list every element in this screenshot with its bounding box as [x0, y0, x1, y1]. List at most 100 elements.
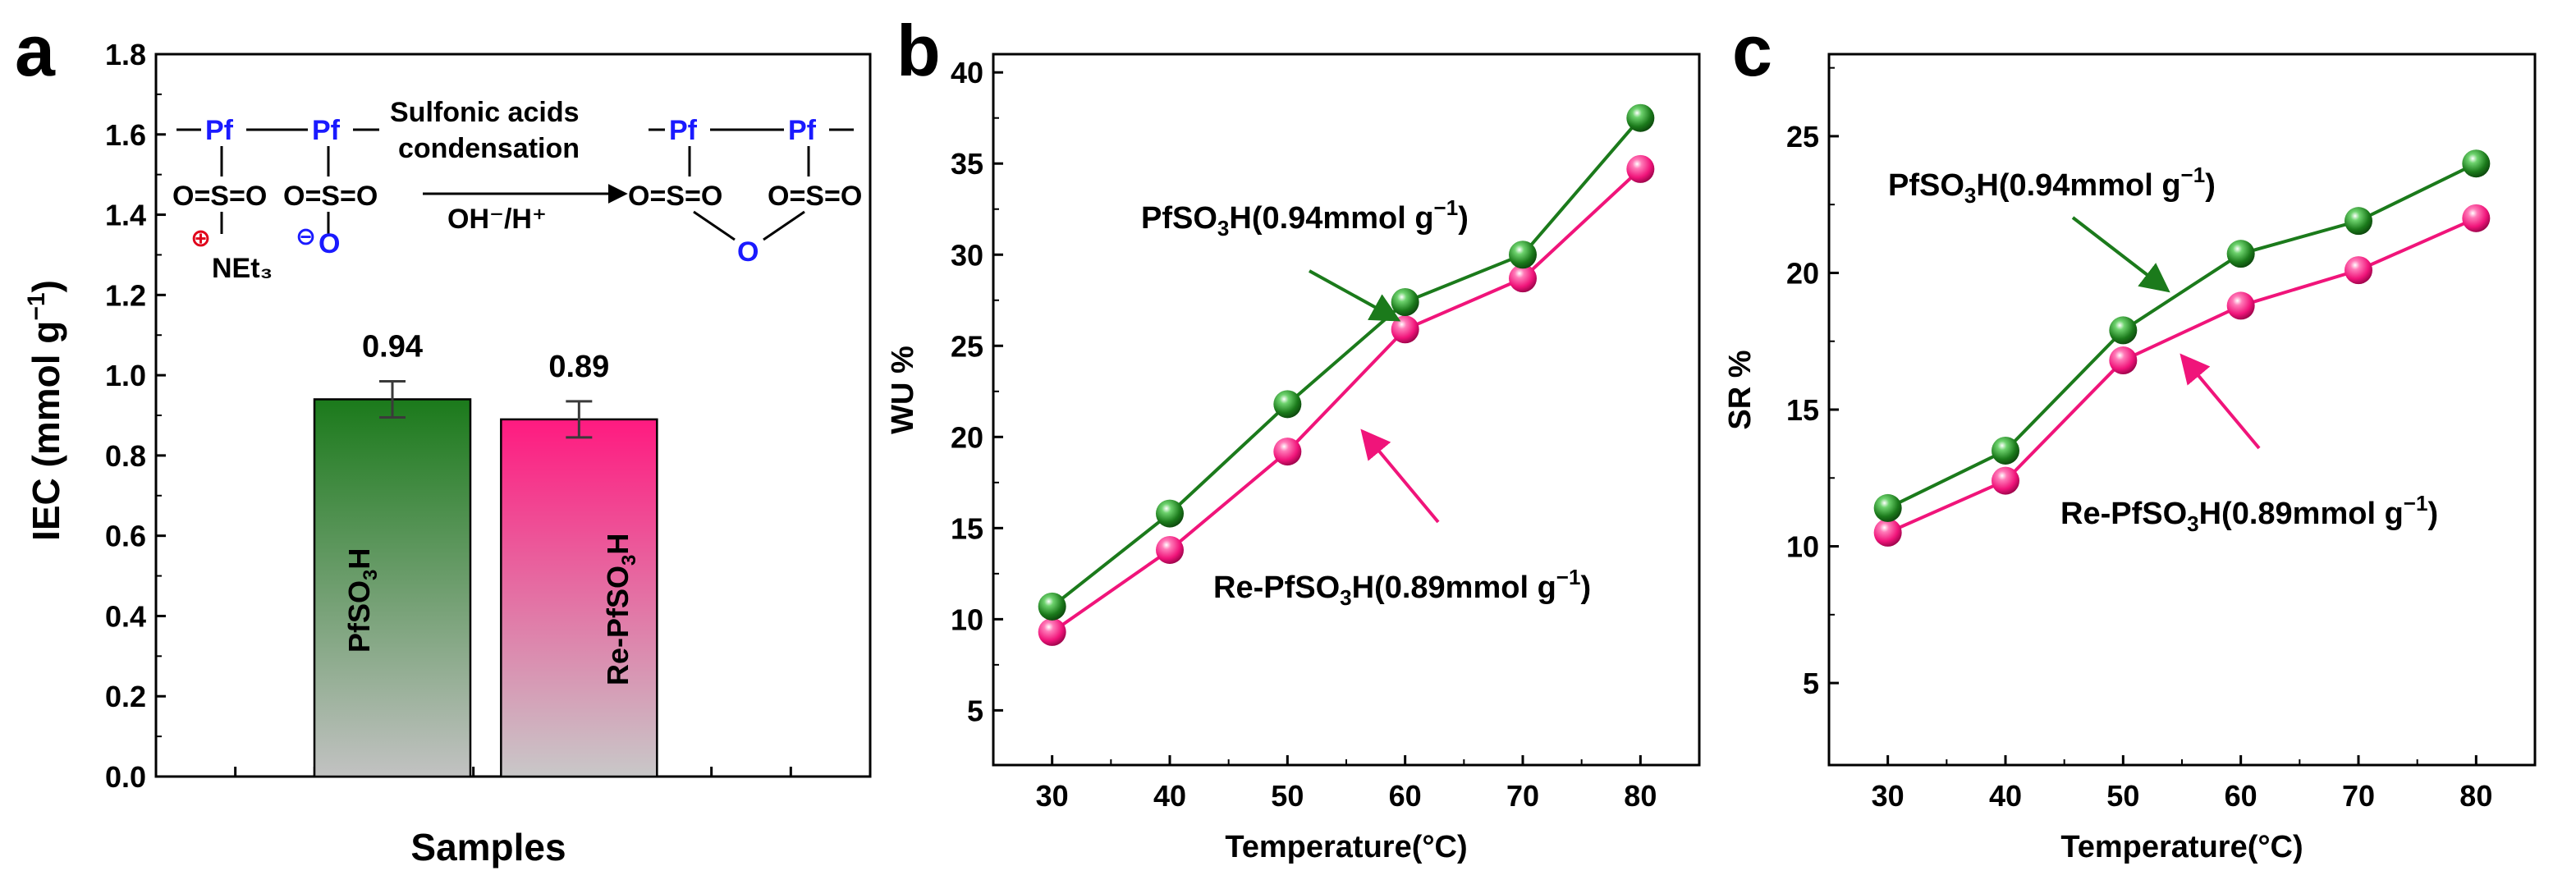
error-bar-re-pfso3h [566, 400, 593, 439]
a-y-tick-label: 1.8 [105, 38, 146, 71]
c-point-pfso3h [2226, 240, 2255, 268]
data-label-re-pfso3h: 0.89 [548, 350, 609, 384]
c-point-pfso3h [2462, 149, 2491, 178]
c-line-re-pfso3h [1886, 217, 2477, 534]
b-y-tick-label: 35 [951, 147, 983, 181]
b-y-tick-label: 30 [951, 238, 983, 272]
c-point-pfso3h [2109, 316, 2138, 345]
panel-c-y-ticks: 5 10 15 20 25 [1786, 66, 1839, 700]
data-label-pfso3h: 0.94 [362, 329, 423, 364]
panel-c-x-ticks: 30 40 50 60 70 80 [1828, 755, 2492, 813]
scheme-pf-2: Pf [312, 115, 341, 146]
c-point-pfso3h [1873, 493, 1902, 522]
error-bar-pfso3h [379, 379, 406, 419]
c-point-pfso3h [1992, 436, 2019, 465]
b-y-tick-label: 10 [951, 603, 983, 636]
b-x-tick-label: 80 [1624, 779, 1657, 813]
c-x-tick-label: 80 [2459, 779, 2492, 813]
b-y-tick-label: 40 [951, 56, 983, 89]
b-y-tick-label: 25 [951, 329, 983, 363]
scheme-pf-4: Pf [788, 115, 817, 146]
panel-b-y-ticks: 5 10 15 20 25 30 35 40 [951, 56, 1003, 727]
b-y-tick-label: 15 [951, 511, 983, 545]
panel-c-axes-frame [1827, 53, 2537, 767]
b-y-tick-label: 5 [967, 694, 983, 727]
panel-c-xlabel: Temperature(°C) [2060, 830, 2303, 864]
panel-letter-b: b [896, 10, 941, 91]
c-point-re-pfso3h [2345, 256, 2372, 285]
c-point-re-pfso3h [2109, 346, 2138, 375]
scheme-bond [763, 210, 805, 241]
panel-a-y-ticks: 0.0 0.2 0.4 0.6 0.8 1.0 1.2 1.4 1.6 1.8 [105, 38, 166, 794]
b-point-pfso3h [1509, 241, 1537, 269]
b-point-pfso3h [1156, 499, 1184, 528]
annotation-arrow-green-c [2071, 216, 2170, 293]
scheme-minus-sign: ⊖ [296, 223, 316, 250]
annotation-arrow-pink-c [2180, 353, 2261, 450]
panel-c-series [1873, 149, 2491, 547]
b-y-tick-label: 20 [951, 420, 983, 454]
panel-b-axes-frame [992, 53, 1701, 767]
a-y-tick-label: 1.6 [105, 118, 146, 152]
c-x-tick-label: 50 [2106, 779, 2139, 813]
panel-a-ylabel: IEC (mmol g−1) [23, 280, 67, 541]
c-x-tick-label: 40 [1989, 779, 2022, 813]
scheme-so2-1: O=S=O [628, 181, 722, 212]
svg-text:PfSO3H: PfSO3H [342, 548, 382, 653]
c-x-tick-label: 30 [1872, 779, 1904, 813]
scheme-o-bridge: O [737, 236, 759, 268]
bar-re-pfso3h [500, 418, 658, 778]
c-y-tick-label: 5 [1803, 667, 1819, 700]
scheme-so2-2: O=S=O [768, 181, 862, 212]
scheme-arrow-label-3: OH⁻/H⁺ [447, 204, 547, 235]
b-point-re-pfso3h [1273, 438, 1302, 466]
c-line-pfso3h [1886, 162, 2477, 510]
legend-re-pfso3h-b: Re-PfSO3H(0.89mmol g−1) [1213, 565, 1591, 610]
category-label-pfso3h: PfSO3H [342, 548, 382, 653]
legend-pfso3h-c: PfSO3H(0.94mmol g−1) [1888, 163, 2216, 208]
legend-pfso3h-b: PfSO3H(0.94mmol g−1) [1141, 195, 1469, 241]
b-x-tick-label: 70 [1506, 779, 1539, 813]
svg-text:SR %: SR % [1723, 350, 1758, 429]
svg-text:WU %: WU % [886, 346, 920, 434]
b-x-tick-label: 30 [1036, 779, 1069, 813]
c-point-re-pfso3h [2226, 291, 2255, 320]
annotation-arrow-green-b [1309, 269, 1401, 322]
scheme-arrow-label-1: Sulfonic acids [390, 97, 580, 128]
c-point-re-pfso3h [1873, 518, 1902, 547]
panel-letter-a: a [15, 10, 56, 91]
scheme-net3: NEt₃ [212, 253, 273, 284]
panel-b: b WU % 5 10 15 20 25 30 35 40 30 40 50 60 70 80 PfSO… [886, 10, 1701, 864]
a-y-tick-label: 0.8 [105, 439, 146, 473]
b-point-re-pfso3h [1626, 154, 1655, 183]
b-point-re-pfso3h [1156, 535, 1184, 564]
panel-a-xlabel: Samples [410, 826, 566, 868]
b-point-pfso3h [1273, 390, 1302, 419]
b-point-pfso3h [1391, 287, 1419, 316]
b-line-re-pfso3h [1051, 167, 1642, 634]
a-y-tick-label: 1.0 [105, 359, 146, 392]
b-point-pfso3h [1038, 592, 1066, 621]
b-x-tick-label: 50 [1271, 779, 1304, 813]
b-line-pfso3h [1051, 117, 1642, 608]
c-y-tick-label: 15 [1786, 393, 1819, 427]
b-point-re-pfso3h [1391, 315, 1419, 344]
a-y-tick-label: 0.6 [105, 520, 146, 553]
panel-a: a IEC (mmol g−1) 0.0 0.2 0.4 0.6 0.8 1.0 1.2 1.… [15, 10, 872, 868]
b-x-tick-label: 40 [1153, 779, 1186, 813]
scheme-so3-2: O=S=O [283, 181, 378, 212]
panel-a-ylabel-text: IEC (mmol g−1) [23, 280, 67, 541]
panel-b-ylabel: WU % [886, 346, 920, 434]
panel-b-xlabel: Temperature(°C) [1225, 830, 1467, 864]
bar-pfso3h [313, 398, 472, 778]
b-point-re-pfso3h [1038, 617, 1066, 646]
scheme-pf-1: Pf [205, 115, 234, 146]
scheme-bond [693, 210, 736, 241]
c-y-tick-label: 20 [1786, 256, 1819, 290]
scheme-so3-1: O=S=O [172, 181, 267, 212]
scheme-pf-3: Pf [669, 115, 698, 146]
panel-b-x-ticks: 30 40 50 60 70 80 [992, 755, 1657, 813]
panel-letter-c: c [1732, 10, 1772, 91]
a-y-tick-label: 1.4 [105, 199, 146, 232]
